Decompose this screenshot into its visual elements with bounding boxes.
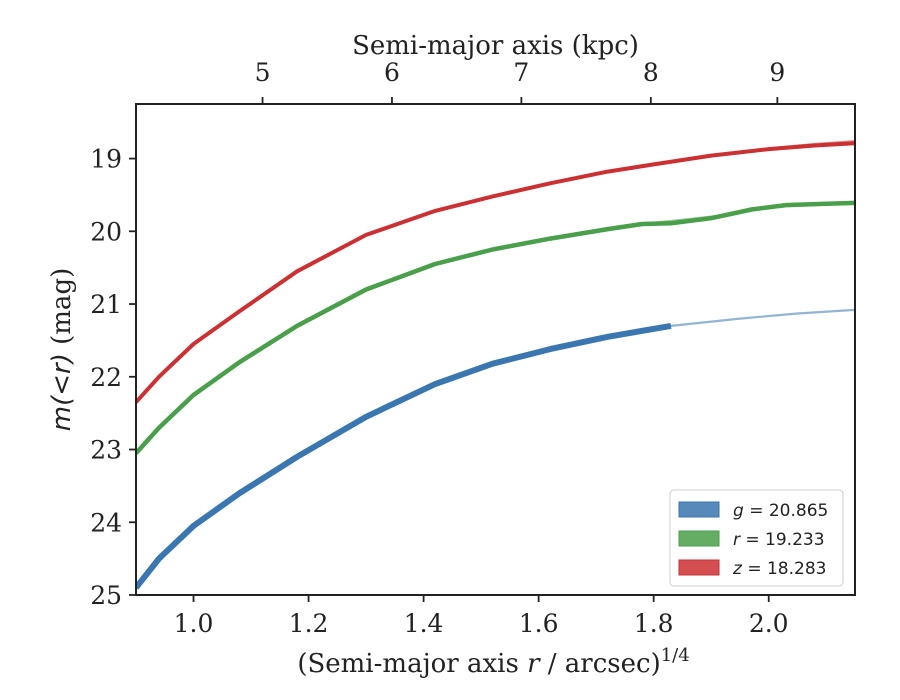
y-tick-label: 23 <box>90 436 122 465</box>
top-tick-label: 5 <box>255 58 271 87</box>
y-tick-label: 19 <box>90 145 122 174</box>
x-tick-label: 1.6 <box>519 609 559 638</box>
x-tick-label: 1.8 <box>634 609 674 638</box>
x-tick-label: 1.0 <box>174 609 214 638</box>
legend-swatch-r <box>678 530 720 547</box>
legend-swatch-g <box>678 501 720 518</box>
x-axis-title: (Semi-major axis r / arcsec)1/4 <box>297 645 689 679</box>
legend-label-g: g = 20.865 <box>733 501 828 521</box>
x-axis-title-var: r <box>527 649 541 679</box>
x-axis-title-suffix: / arcsec) <box>540 649 661 679</box>
x-tick-label: 1.2 <box>289 609 329 638</box>
top-tick-label: 6 <box>384 58 400 87</box>
plot-series-group <box>136 140 855 590</box>
y-tick-label: 20 <box>90 217 122 246</box>
x-tick-label: 2.0 <box>749 609 789 638</box>
series-r-line <box>136 200 855 455</box>
y-tick-label: 24 <box>90 508 122 537</box>
y-axis-title-symbol: m(<r) <box>47 353 77 431</box>
top-tick-label: 8 <box>643 58 659 87</box>
y-axis-title-unit: (mag) <box>47 268 77 353</box>
top-tick-label: 9 <box>769 58 785 87</box>
legend-label-z: z = 18.283 <box>732 559 826 579</box>
series-z-line <box>136 141 855 404</box>
y-axis-title: m(<r) (mag) <box>47 268 77 431</box>
x-tick-label: 1.4 <box>404 609 444 638</box>
legend-swatch-z <box>678 559 720 576</box>
top-tick-label: 7 <box>513 58 529 87</box>
legend: g = 20.865 r = 19.233 z = 18.283 <box>669 489 844 587</box>
ticks-group: 1.0 1.2 1.4 1.6 1.8 2.0 19 20 21 22 23 24 25 5 6 7 8 9 <box>90 58 788 638</box>
series-g-line <box>136 322 672 590</box>
x-axis-title-prefix: (Semi-major axis <box>297 649 527 679</box>
top-axis-title: Semi-major axis (kpc) <box>352 31 639 61</box>
y-tick-label: 21 <box>90 290 122 319</box>
y-tick-label: 22 <box>90 363 122 392</box>
series-g-extrapolation <box>669 308 855 327</box>
x-axis-title-exponent: 1/4 <box>661 645 690 666</box>
legend-label-r: r = 19.233 <box>733 530 825 550</box>
y-tick-label: 25 <box>90 581 122 610</box>
plot-frame <box>135 103 856 596</box>
